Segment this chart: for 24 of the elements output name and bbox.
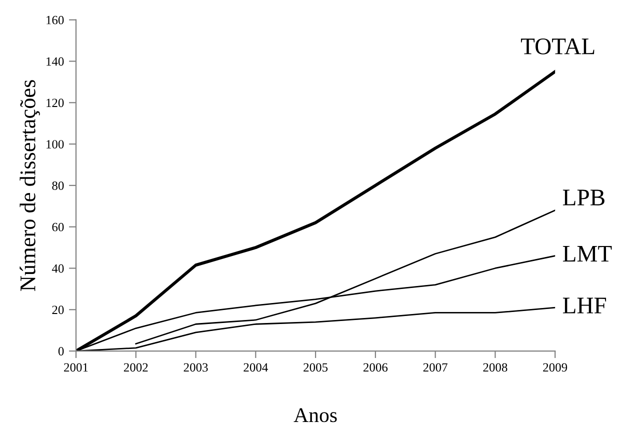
x-tick-label: 2008 <box>483 363 508 372</box>
y-tick-label: 140 <box>46 57 64 66</box>
y-tick-label: 20 <box>52 306 64 314</box>
x-tick-label: 2005 <box>304 363 328 372</box>
y-tick-label: 80 <box>52 181 64 190</box>
y-tick-label: 120 <box>46 98 64 108</box>
x-axis-title: Anos <box>294 408 337 422</box>
x-tick-label: 2001 <box>64 363 88 372</box>
x-tick-label: 2003 <box>184 363 208 372</box>
series-label: LHF <box>562 298 606 314</box>
y-tick-label: 160 <box>46 16 64 24</box>
y-tick-label: 0 <box>58 347 64 356</box>
x-tick-label: 2006 <box>363 363 388 372</box>
y-tick-label: 40 <box>52 264 64 273</box>
x-tick-label: 2009 <box>543 363 568 372</box>
y-tick-label: 60 <box>52 222 64 232</box>
y-tick-label: 100 <box>46 140 64 148</box>
series-label: LMT <box>562 246 612 262</box>
x-tick-label: 2007 <box>423 363 448 372</box>
y-axis-title: Número de dissertações <box>20 80 40 291</box>
x-tick-label: 2004 <box>244 363 268 372</box>
series-label: LPB <box>562 190 604 206</box>
x-tick-label: 2002 <box>124 363 148 372</box>
series-label: TOTAL <box>520 38 594 54</box>
